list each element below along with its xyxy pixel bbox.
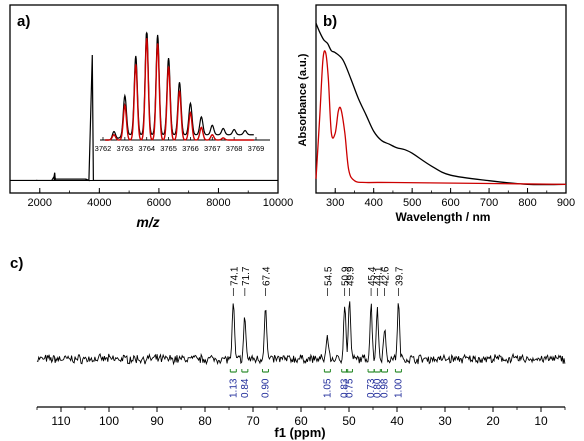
panel-b-x-axis-label: Wavelength / nm [396, 210, 491, 224]
inset-tick-label: 3768 [226, 144, 243, 153]
panel-c-x-tick-label: 80 [198, 414, 212, 428]
panel-b-x-tick-label: 400 [365, 197, 383, 209]
panel-c-x-tick-label: 50 [342, 414, 356, 428]
panel-a-label: a) [17, 13, 30, 30]
panel-b-x-tick-label: 900 [557, 197, 575, 209]
panel-c-x-tick-label: 110 [51, 414, 70, 428]
inset-tick-label: 3764 [138, 144, 155, 153]
inset-tick-label: 3769 [248, 144, 265, 153]
peak-label: 39.7 [394, 266, 405, 286]
peak-label: 45.4 [367, 266, 378, 286]
integral-value: 1.00 [393, 378, 404, 398]
panel-c-x-tick-label: 10 [534, 414, 548, 428]
peak-label: 67.4 [261, 266, 272, 286]
panel-a-x-tick-label: 10000 [263, 197, 294, 209]
integral-value: 0.80 [372, 378, 383, 398]
inset-tick-label: 3766 [182, 144, 199, 153]
panel-a-x-tick-label: 8000 [206, 197, 230, 209]
inset-experimental-series [105, 31, 254, 141]
panel-c-label: c) [10, 255, 23, 272]
panel-c-x-tick-label: 90 [150, 414, 164, 428]
panel-c-x-tick-label: 40 [390, 414, 404, 428]
panel-c-x-axis-label: f1 (ppm) [274, 425, 325, 440]
panel-c-x-tick-label: 60 [294, 414, 308, 428]
panel-c-spectrum [36, 301, 566, 366]
inset-tick-label: 3767 [204, 144, 221, 153]
panel-a-x-tick-label: 6000 [147, 197, 171, 209]
panel-b-label: b) [323, 13, 337, 30]
panel-b: 300 400 500 600 700 800 900 b) Wavelength / nm Ab… [297, 4, 575, 224]
integral-value: 0.73 [366, 378, 377, 398]
panel-a-frame [9, 4, 279, 194]
panel-b-x-tick-label: 700 [480, 197, 498, 209]
panel-b-x-tick-label: 300 [326, 197, 344, 209]
panel-a: 2000 4000 6000 8000 10000 a) m/z 3762 3763 3764 37… [9, 4, 294, 230]
panel-a-x-tick-label: 4000 [87, 197, 111, 209]
panel-c-x-tick-label: 20 [486, 414, 500, 428]
inset-simulated-series [105, 38, 254, 141]
integral-value: 0.98 [380, 378, 391, 398]
panel-b-series-red [315, 50, 567, 185]
integral-value: 0.84 [240, 378, 251, 398]
peak-label: 74.1 [229, 266, 240, 286]
peak-label: 71.7 [241, 266, 252, 286]
integral-value: 1.05 [322, 378, 333, 398]
panel-b-frame [315, 4, 567, 194]
inset-tick-label: 3765 [160, 144, 177, 153]
panel-a-x-axis-label: m/z [136, 214, 159, 230]
inset-tick-label: 3763 [117, 144, 134, 153]
panel-b-y-axis-label: Absorbance (a.u.) [297, 53, 309, 146]
panel-c-x-tick-label: 30 [438, 414, 452, 428]
panel-b-x-tick-label: 600 [441, 197, 459, 209]
panel-b-series-black [315, 23, 567, 186]
inset-tick-label: 3762 [95, 144, 112, 153]
integral-value: 1.13 [228, 378, 239, 398]
peak-label: 44.1 [373, 266, 384, 286]
panel-a-x-tick-label: 2000 [28, 197, 52, 209]
integral-value: 0.83 [340, 378, 351, 398]
panel-c-x-tick-label: 70 [246, 414, 260, 428]
peak-label: 49.9 [345, 266, 356, 286]
integral-value: 0.90 [260, 378, 271, 398]
panel-b-x-tick-label: 500 [403, 197, 421, 209]
panel-c-x-tick-label: 100 [99, 414, 119, 428]
panel-c: 110 100 90 80 70 60 50 40 30 20 10 f1 (ppm) c) 74.1 71… [10, 255, 566, 440]
peak-label: 54.5 [323, 266, 334, 286]
integral-value: 0.75 [344, 378, 355, 398]
peak-label: 42.6 [381, 266, 392, 286]
peak-label: 50.9 [341, 266, 352, 286]
panel-b-x-tick-label: 800 [518, 197, 536, 209]
